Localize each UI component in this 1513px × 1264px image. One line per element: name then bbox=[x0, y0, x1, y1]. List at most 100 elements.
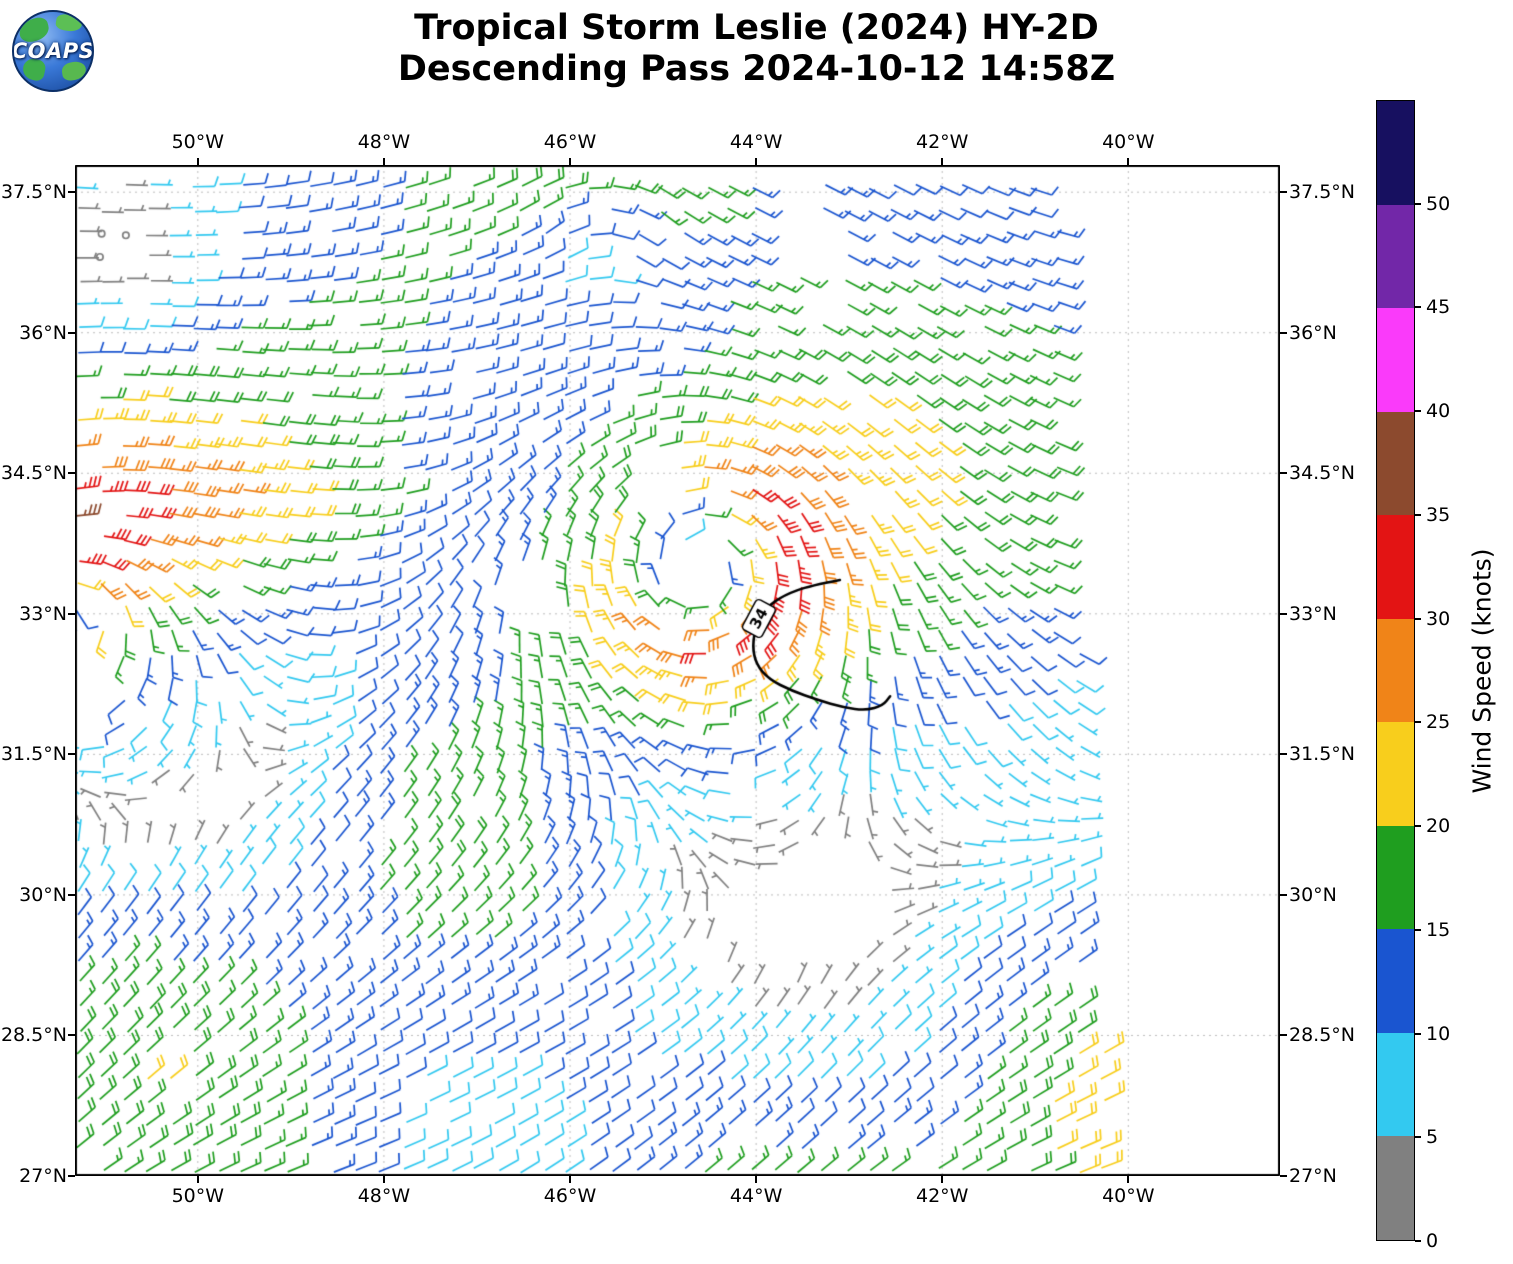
lat-tickmark bbox=[1280, 191, 1287, 194]
lat-tickmark bbox=[1280, 472, 1287, 475]
colorbar-segment-20-25 bbox=[1377, 722, 1414, 826]
colorbar-tickmark bbox=[1415, 1240, 1421, 1242]
colorbar-tickmark bbox=[1415, 1136, 1421, 1139]
colorbar-tick-label: 40 bbox=[1426, 400, 1451, 423]
lat-tickmark bbox=[68, 1034, 75, 1037]
lat-tickmark bbox=[68, 893, 75, 896]
lat-tickmark bbox=[68, 612, 75, 615]
colorbar-segment-5-10 bbox=[1377, 1032, 1414, 1137]
lat-tickmark bbox=[1280, 1175, 1287, 1177]
lat-tick-label: 31.5°N bbox=[0, 743, 67, 766]
wind-barb-map: 50°W 50°W 48°W 48°W 46°W 46°W 44°W 44°W 42°W 42°W… bbox=[1, 131, 1355, 1207]
lon-tickmark bbox=[196, 1176, 199, 1183]
lat-tick-label: 28.5°N bbox=[0, 1024, 67, 1047]
chart-titles: Tropical Storm Leslie (2024) HY-2D Desce… bbox=[0, 8, 1513, 91]
lat-tickmark bbox=[68, 1175, 75, 1177]
lon-tick-label: 44°W bbox=[729, 1185, 783, 1207]
lat-tick-label: 37.5°N bbox=[0, 181, 67, 204]
lat-tick-label: 34.5°N bbox=[1289, 462, 1356, 485]
lon-tick-label: 46°W bbox=[543, 1185, 597, 1207]
lon-tickmark bbox=[382, 158, 385, 165]
colorbar-segment-30-35 bbox=[1377, 515, 1414, 619]
colorbar-tick-label: 35 bbox=[1426, 503, 1451, 526]
globe-icon: COAPS bbox=[12, 10, 94, 92]
colorbar-segment-10-15 bbox=[1377, 929, 1414, 1033]
colorbar-tickmark bbox=[1415, 825, 1421, 828]
lon-tick-label: 44°W bbox=[729, 131, 783, 153]
lon-tick-label: 50°W bbox=[171, 1185, 225, 1207]
colorbar-tickmark bbox=[1415, 617, 1421, 620]
wind-barb-canvas bbox=[75, 165, 1280, 1176]
chart-subtitle: Descending Pass 2024-10-12 14:58Z bbox=[397, 49, 1116, 90]
lon-tickmark bbox=[941, 158, 944, 165]
colorbar-tickmark bbox=[1415, 928, 1421, 931]
colorbar-tickmark bbox=[1415, 1032, 1421, 1035]
lat-tickmark bbox=[1280, 1034, 1287, 1037]
lat-tickmark bbox=[1280, 612, 1287, 615]
colorbar-segment-40-45 bbox=[1377, 308, 1414, 412]
lon-tick-label: 42°W bbox=[915, 131, 969, 153]
colorbar-tick-label: 45 bbox=[1426, 296, 1451, 319]
lat-tick-label: 34.5°N bbox=[0, 462, 67, 485]
lon-tickmark bbox=[569, 158, 572, 165]
chart-title: Tropical Storm Leslie (2024) HY-2D bbox=[414, 8, 1099, 48]
colorbar-tickmark bbox=[1415, 410, 1421, 413]
lon-tickmark bbox=[941, 1176, 944, 1183]
lat-tick-label: 36°N bbox=[19, 321, 67, 344]
colorbar-segment-50-55 bbox=[1377, 101, 1414, 205]
colorbar-tickmark bbox=[1415, 721, 1421, 724]
colorbar-tick-label: 25 bbox=[1426, 711, 1451, 734]
lon-tickmark bbox=[755, 158, 758, 165]
lat-tick-label: 33°N bbox=[1289, 602, 1337, 625]
colorbar: 0 5 10 15 20 25 30 35 40 45 50 Wind Speed (knots) bbox=[1376, 100, 1513, 1252]
lat-tick-label: 31.5°N bbox=[1289, 743, 1356, 766]
lon-tickmark bbox=[755, 1176, 758, 1183]
colorbar-segment-15-20 bbox=[1377, 825, 1414, 930]
colorbar-tickmark bbox=[1415, 202, 1421, 205]
lat-tickmark bbox=[1280, 893, 1287, 896]
lat-tick-label: 36°N bbox=[1289, 321, 1337, 344]
lat-tick-label: 37.5°N bbox=[1289, 181, 1356, 204]
lat-tickmark bbox=[68, 191, 75, 194]
colorbar-tickmark bbox=[1415, 306, 1421, 309]
lon-tick-label: 42°W bbox=[915, 1185, 969, 1207]
lat-tick-label: 28.5°N bbox=[1289, 1024, 1356, 1047]
lat-tick-label: 30°N bbox=[1289, 883, 1337, 906]
lat-tick-label: 27°N bbox=[19, 1165, 67, 1187]
coaps-logo: COAPS bbox=[12, 10, 94, 92]
colorbar-tick-label: 30 bbox=[1426, 607, 1451, 630]
lon-tickmark bbox=[382, 1176, 385, 1183]
colorbar-segment-25-30 bbox=[1377, 618, 1414, 723]
lon-tick-label: 48°W bbox=[357, 131, 411, 153]
lat-tickmark bbox=[1280, 753, 1287, 756]
colorbar-gradient bbox=[1376, 100, 1415, 1241]
colorbar-segment-35-40 bbox=[1377, 411, 1414, 516]
lat-tickmark bbox=[1280, 331, 1287, 334]
logo-text: COAPS bbox=[12, 39, 94, 63]
lat-tick-label: 27°N bbox=[1289, 1165, 1337, 1187]
colorbar-tick-label: 50 bbox=[1426, 192, 1451, 215]
lat-tickmark bbox=[68, 331, 75, 334]
lon-tickmark bbox=[1127, 1176, 1130, 1183]
lon-tickmark bbox=[569, 1176, 572, 1183]
colorbar-tickmark bbox=[1415, 513, 1421, 516]
colorbar-segment-0-5 bbox=[1377, 1136, 1414, 1241]
lon-tickmark bbox=[1127, 158, 1130, 165]
lon-tick-label: 46°W bbox=[543, 131, 597, 153]
colorbar-tick-label: 5 bbox=[1426, 1126, 1439, 1149]
colorbar-tick-label: 10 bbox=[1426, 1022, 1451, 1045]
lat-tick-label: 30°N bbox=[19, 883, 67, 906]
colorbar-segment-45-50 bbox=[1377, 204, 1414, 309]
lon-tick-label: 50°W bbox=[171, 131, 225, 153]
colorbar-tick-label: 0 bbox=[1426, 1230, 1439, 1252]
lat-tick-label: 33°N bbox=[19, 602, 67, 625]
lon-tickmark bbox=[196, 158, 199, 165]
lat-tickmark bbox=[68, 753, 75, 756]
colorbar-tick-label: 15 bbox=[1426, 918, 1451, 941]
lon-tick-label: 48°W bbox=[357, 1185, 411, 1207]
lon-tick-label: 40°W bbox=[1102, 131, 1155, 153]
lat-tickmark bbox=[68, 472, 75, 475]
colorbar-axis-label: Wind Speed (knots) bbox=[1467, 547, 1497, 794]
colorbar-tick-label: 20 bbox=[1426, 815, 1451, 838]
